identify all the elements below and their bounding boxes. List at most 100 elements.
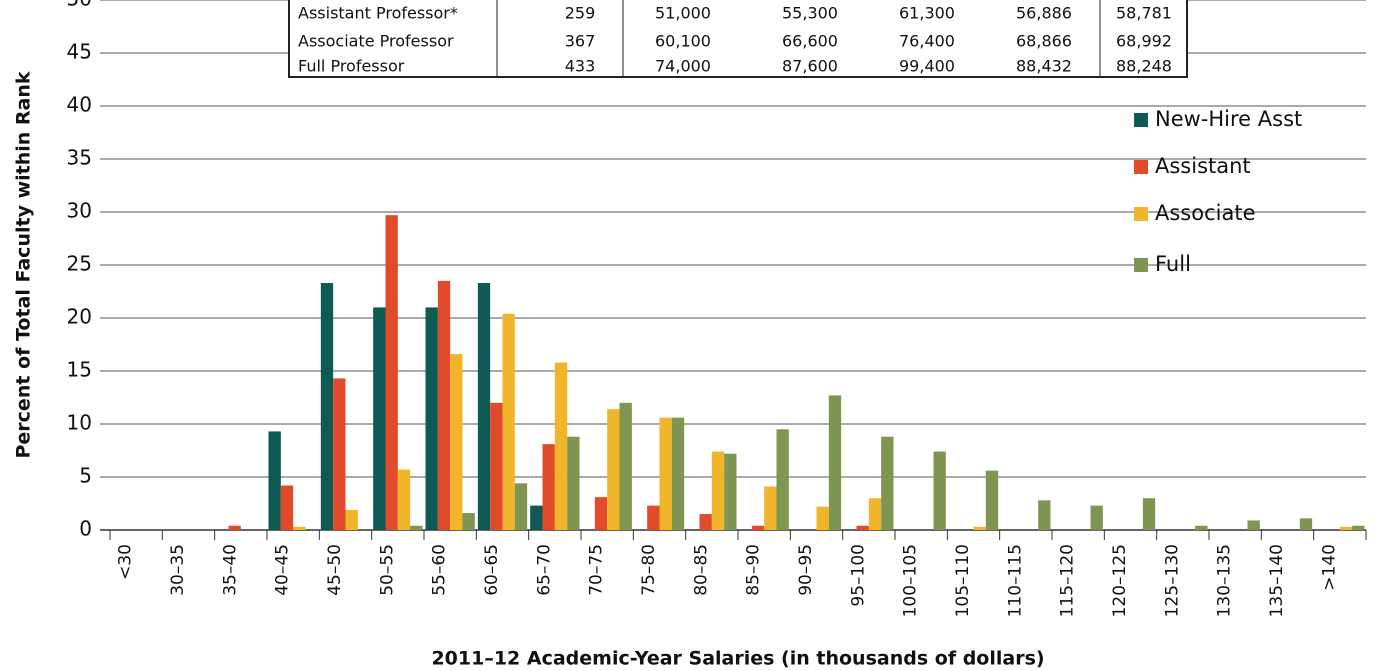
x-tick-label: <30	[116, 544, 136, 580]
bar	[385, 215, 398, 530]
y-tick-label: 45	[67, 40, 92, 64]
bar	[868, 498, 882, 530]
y-tick-label: 25	[67, 252, 92, 276]
y-tick-label: 50	[67, 0, 92, 11]
bar	[1142, 498, 1156, 530]
table-cell: Full Professor	[298, 57, 405, 76]
table-cell: 99,400	[899, 57, 955, 76]
bar	[268, 431, 281, 530]
x-tick-label: 35–40	[220, 544, 240, 596]
x-tick-label: 40–45	[273, 544, 293, 596]
legend-swatch	[1134, 207, 1148, 221]
bar	[973, 526, 986, 530]
x-tick-label: 110–115	[1005, 544, 1025, 617]
x-tick-label: >140	[1319, 544, 1339, 591]
bar	[751, 525, 765, 530]
table-cell: 51,000	[655, 4, 711, 23]
table-cell: 88,432	[1016, 57, 1072, 76]
bar	[647, 505, 660, 530]
bar	[1339, 526, 1353, 530]
y-axis-label: Percent of Total Faculty within Rank	[13, 71, 35, 458]
table-cell: 66,600	[782, 32, 838, 51]
table-cell: 74,000	[655, 57, 711, 76]
bar	[1090, 505, 1103, 530]
bar	[530, 505, 543, 530]
bar	[711, 451, 725, 530]
legend-label: New-Hire Asst	[1155, 107, 1302, 131]
bar	[659, 417, 672, 530]
table-cell: 88,248	[1116, 57, 1172, 76]
y-tick-label: 5	[79, 464, 92, 488]
table-cell: 68,992	[1116, 32, 1172, 51]
bar	[425, 307, 438, 530]
bar	[828, 395, 842, 530]
x-tick-label: 95–100	[848, 544, 868, 607]
y-tick-label: 40	[67, 93, 92, 117]
legend-label: Assistant	[1155, 154, 1251, 178]
y-tick-label: 35	[67, 146, 92, 170]
bar	[671, 417, 685, 530]
bar	[502, 313, 515, 530]
x-tick-label: 105–110	[953, 544, 973, 617]
table-cell: 55,300	[782, 4, 838, 23]
bar	[594, 497, 608, 530]
bar	[619, 402, 632, 530]
bar	[764, 486, 777, 530]
bar	[373, 307, 386, 530]
y-tick-label: 15	[67, 358, 92, 382]
table-cell: 259	[565, 4, 596, 23]
bar	[320, 283, 334, 530]
bar	[280, 485, 294, 530]
x-tick-label: 85–90	[744, 544, 764, 596]
x-tick-label: 30–35	[168, 544, 188, 596]
table-cell: Associate Professor	[298, 32, 454, 51]
bar	[881, 436, 894, 530]
x-tick-label: 55–60	[430, 544, 450, 596]
bar	[1299, 518, 1313, 530]
bar	[816, 506, 829, 530]
x-tick-label: 100–105	[901, 544, 921, 617]
bar	[1352, 525, 1365, 530]
bar	[490, 402, 503, 530]
table-cell: 87,600	[782, 57, 838, 76]
y-tick-label: 20	[67, 305, 92, 329]
legend-swatch	[1134, 113, 1148, 127]
table-cell: 58,781	[1116, 4, 1172, 23]
x-tick-label: 80–85	[691, 544, 711, 596]
bar	[410, 525, 423, 530]
x-tick-label: 65–70	[534, 544, 554, 596]
bar	[228, 525, 241, 530]
y-tick-label: 10	[67, 411, 92, 435]
bar	[724, 453, 737, 530]
bar	[933, 451, 946, 530]
bar	[514, 483, 528, 530]
y-tick-label: 0	[79, 517, 92, 541]
bar	[397, 469, 411, 530]
legend-swatch	[1134, 160, 1148, 174]
bar	[333, 378, 346, 530]
bar	[985, 470, 999, 530]
x-axis-label: 2011–12 Academic-Year Salaries (in thous…	[431, 648, 1044, 670]
bar	[450, 354, 463, 530]
table-cell: 56,886	[1016, 4, 1072, 23]
x-tick-label: 130–135	[1215, 544, 1235, 617]
bar	[776, 429, 789, 530]
table-cell: 60,100	[655, 32, 711, 51]
bar	[856, 525, 869, 530]
x-tick-label: 50–55	[377, 544, 397, 596]
bar	[437, 280, 451, 530]
x-tick-label: 70–75	[587, 544, 607, 596]
bar	[607, 409, 620, 530]
table-cell: 76,400	[899, 32, 955, 51]
legend-swatch	[1134, 258, 1148, 272]
bar	[567, 436, 580, 530]
bar	[1038, 500, 1051, 530]
bar	[699, 514, 712, 530]
table-cell: 68,866	[1016, 32, 1072, 51]
bar	[1247, 520, 1260, 530]
x-tick-label: 115–120	[1058, 544, 1078, 617]
x-tick-label: 75–80	[639, 544, 659, 596]
bar	[554, 362, 568, 530]
x-tick-label: 125–130	[1162, 544, 1182, 617]
x-tick-label: 135–140	[1267, 544, 1287, 617]
